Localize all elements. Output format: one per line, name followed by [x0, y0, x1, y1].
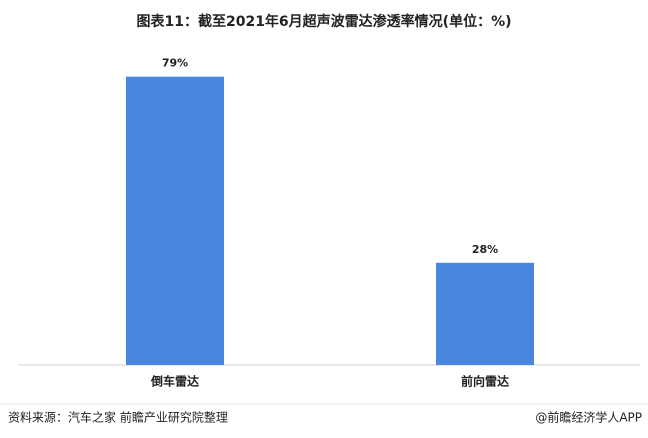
x-tick-label: 前向雷达 — [461, 374, 509, 389]
bar — [126, 76, 224, 366]
chart-title: 图表11：截至2021年6月超声波雷达渗透率情况(单位：%) — [136, 13, 511, 30]
brand: @前瞻经济学人APP — [535, 410, 642, 425]
bar — [436, 262, 534, 365]
value-label: 28% — [472, 243, 498, 256]
x-tick-label: 倒车雷达 — [150, 374, 199, 389]
value-label: 79% — [162, 57, 188, 70]
source: 资料来源：汽车之家 前瞻产业研究院整理 — [8, 410, 228, 425]
